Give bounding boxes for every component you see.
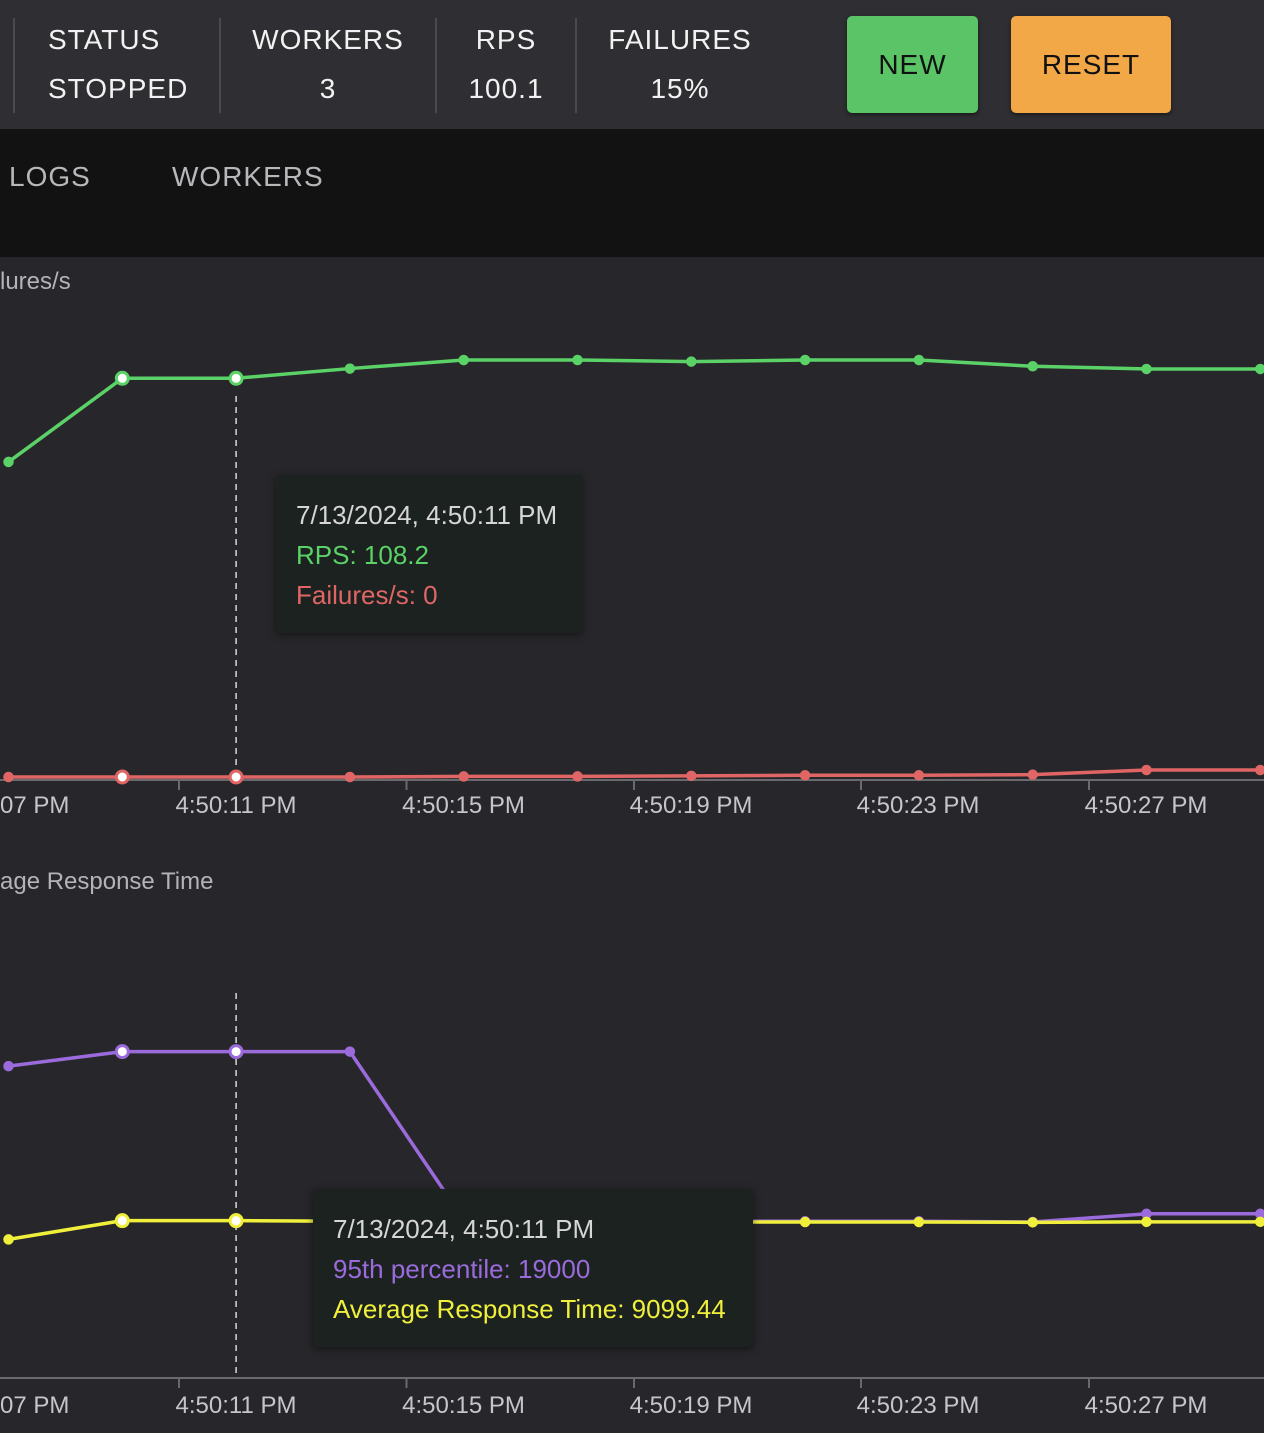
stat-value: 100.1 <box>468 73 544 104</box>
tooltip-avg-value: Average Response Time: 9099.44 <box>333 1294 726 1324</box>
x-tick-label: 4:50:15 PM <box>402 1392 525 1419</box>
data-point <box>1255 1216 1264 1228</box>
stat-value: 3 <box>319 73 337 104</box>
x-tick-label: 4:50:27 PM <box>1085 792 1208 819</box>
data-point <box>1141 363 1152 375</box>
tooltip-p95-value: 95th percentile: 19000 <box>333 1254 591 1284</box>
x-tick-label: 4:50:19 PM <box>630 1392 753 1419</box>
chart-title-rps: lures/s <box>0 268 71 295</box>
stat-label: STATUS <box>48 24 161 55</box>
data-point <box>572 354 583 366</box>
data-point <box>228 1044 244 1060</box>
x-tick-label: 4:50:19 PM <box>630 792 753 819</box>
tooltip-failures-value: Failures/s: 0 <box>296 580 438 610</box>
stat-label: RPS <box>475 24 537 55</box>
data-point <box>1027 360 1038 372</box>
divider <box>13 18 15 113</box>
data-point <box>1141 1216 1152 1228</box>
tab-logs[interactable]: LOGS <box>9 161 91 192</box>
x-tick-label: 4:50:11 PM <box>176 792 297 819</box>
data-point <box>913 769 925 781</box>
chart-tooltip: 7/13/2024, 4:50:11 PM RPS: 108.2 Failure… <box>276 475 582 633</box>
series-line-secondary <box>8 768 1261 779</box>
stat-value: 15% <box>650 73 710 104</box>
x-tick-label: 07 PM <box>0 1392 69 1419</box>
data-point <box>458 771 469 782</box>
data-point <box>1027 769 1038 780</box>
data-point <box>1255 363 1264 375</box>
data-point <box>458 354 469 366</box>
data-point <box>114 1044 130 1060</box>
stat-workers: WORKERS 3 <box>221 0 435 129</box>
data-point <box>572 771 583 782</box>
x-tick-label: 4:50:23 PM <box>857 1392 980 1419</box>
x-tick-label: 4:50:15 PM <box>402 792 525 819</box>
stat-value: STOPPED <box>48 73 189 104</box>
data-point <box>114 1213 130 1229</box>
tooltip-date: 7/13/2024, 4:50:11 PM <box>296 500 558 530</box>
data-point <box>114 370 130 386</box>
data-point <box>686 770 697 782</box>
data-point <box>1027 1217 1038 1228</box>
divider <box>219 18 221 113</box>
data-point <box>228 370 244 386</box>
data-point <box>228 769 244 785</box>
tab-bar: LOGS WORKERS <box>0 129 1264 257</box>
data-point <box>913 354 925 366</box>
stat-label: FAILURES <box>608 24 752 55</box>
data-point <box>344 1046 356 1057</box>
stat-failures: FAILURES 15% <box>577 0 783 129</box>
data-point <box>1255 764 1264 776</box>
reset-button[interactable]: RESET <box>1011 16 1171 113</box>
new-button[interactable]: NEW <box>847 16 978 113</box>
data-point <box>228 1213 244 1229</box>
data-point <box>3 456 14 468</box>
stat-label: WORKERS <box>252 24 404 55</box>
series-line-primary <box>7 358 1261 464</box>
tab-workers[interactable]: WORKERS <box>172 161 324 192</box>
chart-title-response-time: age Response Time <box>0 868 214 895</box>
status-header: STATUS STOPPED WORKERS 3 RPS 100.1 FAILU… <box>0 0 1264 129</box>
data-point <box>3 1060 14 1072</box>
data-point <box>114 769 130 785</box>
stat-rps: RPS 100.1 <box>437 0 575 129</box>
tooltip-rps-value: RPS: 108.2 <box>296 540 429 570</box>
divider <box>435 18 437 113</box>
data-point <box>799 354 811 366</box>
rps-chart[interactable]: 07 PM 4:50:11 PM 4:50:15 PM 4:50:19 PM 4:50:… <box>0 0 1264 840</box>
x-tick-label: 07 PM <box>0 792 69 819</box>
data-point <box>344 771 356 783</box>
data-point <box>1141 764 1152 776</box>
chart-tooltip: 7/13/2024, 4:50:11 PM 95th percentile: 1… <box>313 1189 753 1347</box>
tooltip-date: 7/13/2024, 4:50:11 PM <box>333 1214 595 1244</box>
data-point <box>799 769 811 781</box>
x-tick-label: 4:50:27 PM <box>1085 1392 1208 1419</box>
x-tick-label: 4:50:23 PM <box>857 792 980 819</box>
data-point <box>344 363 356 374</box>
x-tick-label: 4:50:11 PM <box>176 1392 297 1419</box>
data-point <box>913 1216 925 1228</box>
data-point <box>686 356 697 367</box>
data-point <box>3 1234 14 1245</box>
data-point <box>3 771 14 783</box>
data-point <box>799 1216 811 1228</box>
divider <box>575 18 577 113</box>
